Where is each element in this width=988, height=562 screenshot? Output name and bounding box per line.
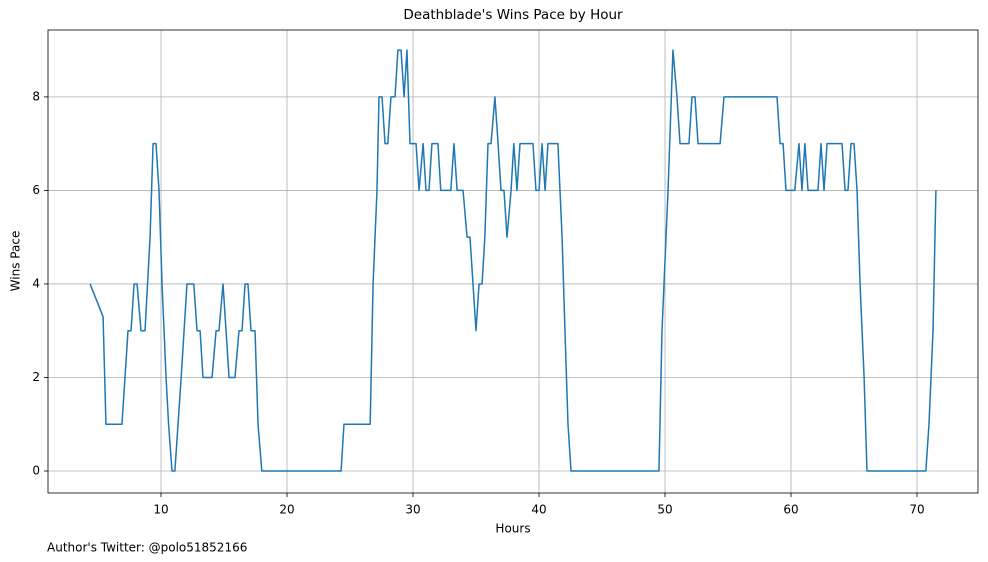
y-tick-label: 2 xyxy=(32,370,40,384)
x-tick-label: 10 xyxy=(153,503,168,517)
plot-frame xyxy=(47,29,979,494)
x-tick-label: 40 xyxy=(531,503,546,517)
footnote: Author's Twitter: @polo51852166 xyxy=(47,541,247,555)
data-line xyxy=(89,49,937,472)
y-tick-label: 6 xyxy=(32,183,40,197)
x-tick-label: 70 xyxy=(909,503,924,517)
x-tick-label: 20 xyxy=(279,503,294,517)
y-axis-label: Wins Pace xyxy=(9,231,23,292)
x-axis-label: Hours xyxy=(495,522,530,536)
x-tick-label: 60 xyxy=(783,503,798,517)
y-tick-label: 4 xyxy=(32,276,40,290)
y-tick-label: 8 xyxy=(32,89,40,103)
x-tick-label: 50 xyxy=(657,503,672,517)
x-tick-label: 30 xyxy=(405,503,420,517)
chart-title: Deathblade's Wins Pace by Hour xyxy=(403,7,623,23)
y-tick-label: 0 xyxy=(32,464,40,478)
